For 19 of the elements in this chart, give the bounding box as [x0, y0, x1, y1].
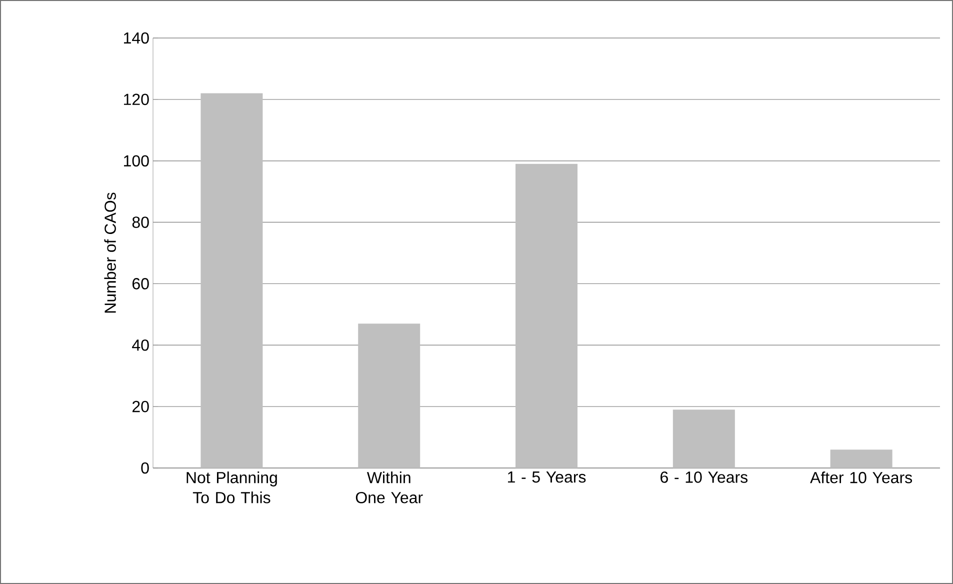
y-tick-label: 60 — [132, 278, 149, 290]
y-tick-label: 100 — [124, 155, 149, 167]
y-tick-label: 140 — [124, 32, 149, 44]
bar — [672, 410, 735, 468]
bar — [200, 93, 263, 468]
bar — [830, 450, 892, 468]
y-tick-label: 20 — [132, 400, 149, 412]
bar — [516, 164, 578, 468]
x-tick-label: 6 - 10 Years — [660, 472, 748, 483]
x-tick-label: After 10 Years — [810, 472, 912, 484]
y-tick-label: 40 — [132, 339, 149, 351]
bar — [358, 324, 420, 468]
y-tick-label: 120 — [124, 94, 149, 106]
x-tick-label: Within One Year — [356, 472, 423, 504]
y-tick-label: 80 — [132, 216, 149, 228]
x-tick-label: Not Planning To Do This — [186, 472, 277, 504]
y-axis-title: Number of CAOs — [104, 192, 116, 313]
y-tick-label: 0 — [141, 462, 149, 474]
x-tick-label: 1 - 5 Years — [508, 472, 586, 483]
